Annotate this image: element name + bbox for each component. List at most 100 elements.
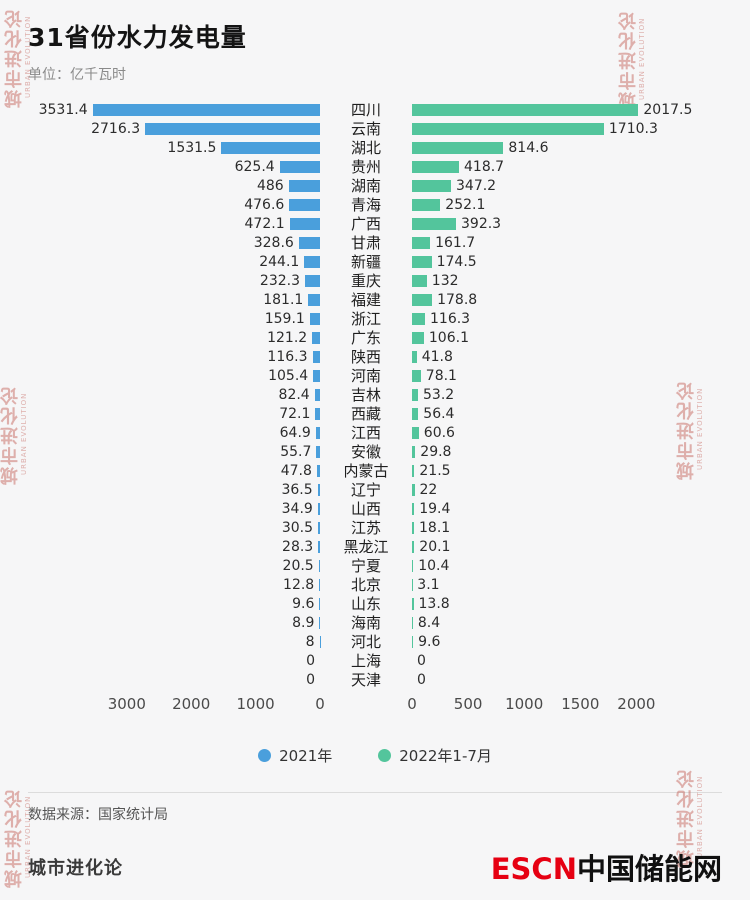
bar-2021 xyxy=(298,236,320,249)
bar-2022 xyxy=(412,255,432,268)
right-bar-area: 0 xyxy=(412,653,730,669)
chart-row: 625.4 贵州 418.7 xyxy=(20,157,730,176)
bar-2022 xyxy=(412,350,417,363)
bar-2022 xyxy=(412,597,414,610)
bar-2022 xyxy=(412,217,456,230)
bar-2022 xyxy=(412,369,421,382)
legend: 2021年 2022年1-7月 xyxy=(0,745,750,766)
bar-2022 xyxy=(412,141,504,154)
right-bar-area: 132 xyxy=(412,273,730,289)
right-value-label: 3.1 xyxy=(417,576,440,593)
bar-2021 xyxy=(319,616,320,629)
bar-2021 xyxy=(313,369,320,382)
left-axis-tick: 2000 xyxy=(172,695,211,713)
legend-item: 2021年 xyxy=(258,745,332,766)
escn-logo: ESCN 中国储能网 xyxy=(491,846,722,888)
bar-2021 xyxy=(312,350,320,363)
left-bar-area: 9.6 xyxy=(20,596,320,612)
left-value-label: 121.2 xyxy=(267,329,308,346)
province-label: 天津 xyxy=(350,671,381,689)
bar-2021 xyxy=(304,255,320,268)
chart-row: 36.5 辽宁 22 xyxy=(20,480,730,499)
right-value-label: 347.2 xyxy=(456,177,497,194)
bar-2021 xyxy=(279,160,320,173)
bar-2022 xyxy=(412,103,639,116)
province-label: 宁夏 xyxy=(350,557,381,575)
left-bar-area: 121.2 xyxy=(20,330,320,346)
right-bar-area: 814.6 xyxy=(412,140,730,156)
bar-2021 xyxy=(288,179,320,192)
chart-row: 28.3 黑龙江 20.1 xyxy=(20,537,730,556)
left-bar-area: 47.8 xyxy=(20,463,320,479)
bar-2021 xyxy=(289,198,320,211)
chart-row: 232.3 重庆 132 xyxy=(20,271,730,290)
bar-2021 xyxy=(289,217,320,230)
chart-row: 0 上海 0 xyxy=(20,651,730,670)
left-bar-area: 116.3 xyxy=(20,349,320,365)
province-label: 广西 xyxy=(350,215,381,233)
left-bar-area: 0 xyxy=(20,672,320,688)
province-label: 重庆 xyxy=(350,272,381,290)
province-label: 云南 xyxy=(350,120,381,138)
right-bar-area: 106.1 xyxy=(412,330,730,346)
province-label: 湖南 xyxy=(350,177,381,195)
bar-2022 xyxy=(412,293,433,306)
bar-2022 xyxy=(412,179,451,192)
unit-label: 单位：亿千瓦时 xyxy=(28,67,126,83)
left-value-label: 181.1 xyxy=(263,291,304,308)
right-value-label: 132 xyxy=(431,272,459,289)
right-bar-area: 418.7 xyxy=(412,159,730,175)
right-bar-area: 20.1 xyxy=(412,539,730,555)
chart-rows: 3531.4 四川 2017.5 2716.3 云南 1710.3 1531.5 湖北 814.… xyxy=(20,100,730,689)
province-label: 湖北 xyxy=(350,139,381,157)
chart-row: 3531.4 四川 2017.5 xyxy=(20,100,730,119)
chart-row: 2716.3 云南 1710.3 xyxy=(20,119,730,138)
right-value-label: 18.1 xyxy=(419,519,451,536)
bar-2021 xyxy=(317,483,320,496)
right-value-label: 161.7 xyxy=(435,234,476,251)
right-value-label: 106.1 xyxy=(428,329,469,346)
chart-row: 328.6 甘肃 161.7 xyxy=(20,233,730,252)
right-bar-area: 252.1 xyxy=(412,197,730,213)
chart-row: 47.8 内蒙古 21.5 xyxy=(20,461,730,480)
province-label: 青海 xyxy=(350,196,381,214)
left-value-label: 9.6 xyxy=(292,595,315,612)
province-label: 江苏 xyxy=(350,519,381,537)
left-bar-area: 232.3 xyxy=(20,273,320,289)
province-label: 浙江 xyxy=(350,310,381,328)
bar-2022 xyxy=(412,274,427,287)
province-label: 新疆 xyxy=(350,253,381,271)
right-bar-area: 161.7 xyxy=(412,235,730,251)
right-bar-area: 56.4 xyxy=(412,406,730,422)
right-value-label: 2017.5 xyxy=(643,101,693,118)
left-value-label: 47.8 xyxy=(280,462,312,479)
left-axis-tick: 3000 xyxy=(107,695,146,713)
legend-label: 2021年 xyxy=(279,747,333,765)
right-value-label: 20.1 xyxy=(419,538,451,555)
chart-row: 8.9 海南 8.4 xyxy=(20,613,730,632)
left-value-label: 476.6 xyxy=(244,196,285,213)
bar-2021 xyxy=(319,597,320,610)
province-label: 内蒙古 xyxy=(343,462,389,480)
right-bar-area: 174.5 xyxy=(412,254,730,270)
left-value-label: 82.4 xyxy=(278,386,310,403)
right-bar-area: 29.8 xyxy=(412,444,730,460)
right-value-label: 1710.3 xyxy=(608,120,658,137)
divider-line xyxy=(28,792,722,793)
right-value-label: 22 xyxy=(419,481,438,498)
bar-2022 xyxy=(412,198,441,211)
bar-2022 xyxy=(412,445,416,458)
right-axis-tick: 0 xyxy=(407,695,417,713)
left-bar-area: 181.1 xyxy=(20,292,320,308)
province-label: 河北 xyxy=(350,633,381,651)
right-value-label: 418.7 xyxy=(464,158,505,175)
bar-2021 xyxy=(318,521,320,534)
province-label: 广东 xyxy=(350,329,381,347)
left-value-label: 34.9 xyxy=(281,500,313,517)
bar-2021 xyxy=(305,274,320,287)
right-value-label: 10.4 xyxy=(418,557,450,574)
bar-2021 xyxy=(316,464,320,477)
left-bar-area: 20.5 xyxy=(20,558,320,574)
bar-2022 xyxy=(412,331,424,344)
left-value-label: 28.3 xyxy=(282,538,314,555)
